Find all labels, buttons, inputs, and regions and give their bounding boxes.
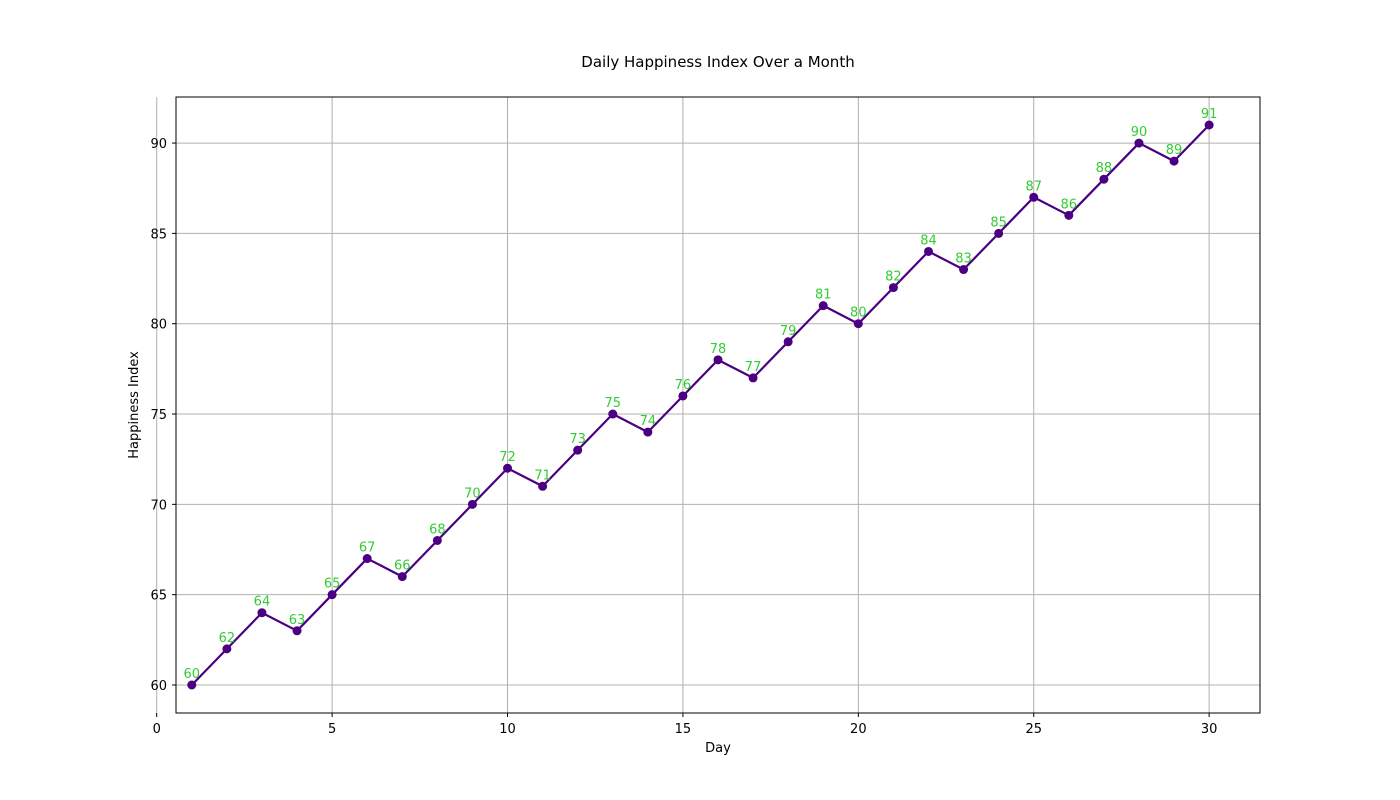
data-point: [608, 409, 618, 419]
data-label: 64: [254, 595, 271, 610]
data-point: [959, 265, 969, 275]
data-point: [783, 337, 793, 347]
y-tick-label: 85: [150, 227, 167, 242]
data-label: 89: [1166, 143, 1183, 158]
x-tick-label: 20: [850, 722, 867, 737]
axis-ticks: 0 5 10 15 20 25 30 60 65 70 75 80 85 90: [150, 137, 1217, 737]
data-label: 65: [324, 577, 341, 592]
data-label: 91: [1201, 107, 1218, 122]
data-point: [327, 590, 337, 600]
data-point: [292, 626, 302, 636]
data-point: [257, 608, 267, 618]
data-label: 82: [885, 270, 902, 285]
data-label: 70: [464, 486, 481, 501]
data-label: 77: [745, 360, 762, 375]
data-point: [1029, 192, 1039, 202]
series-line-group: [190, 124, 1210, 686]
data-points: [187, 120, 1214, 690]
x-tick-label: 25: [1025, 722, 1042, 737]
data-label: 90: [1131, 125, 1148, 140]
data-label: 83: [955, 252, 972, 267]
y-axis-label: Happiness Index: [127, 351, 142, 459]
data-point: [362, 554, 372, 564]
data-point: [397, 572, 407, 582]
y-tick-label: 75: [150, 408, 167, 423]
data-label: 71: [534, 468, 551, 483]
data-point: [187, 680, 197, 690]
data-label: 73: [569, 432, 586, 447]
data-label: 84: [920, 233, 937, 248]
y-tick-label: 70: [150, 498, 167, 513]
data-label: 79: [780, 324, 797, 339]
chart-title: Daily Happiness Index Over a Month: [581, 53, 854, 71]
data-label: 66: [394, 559, 411, 574]
data-label: 67: [359, 541, 376, 556]
data-label: 80: [850, 306, 867, 321]
data-point: [923, 246, 933, 256]
plot-area-frame: [175, 96, 1261, 714]
data-point: [853, 319, 863, 329]
data-point: [1169, 156, 1179, 166]
x-tick-label: 30: [1201, 722, 1218, 737]
y-tick-label: 60: [150, 679, 167, 694]
data-point: [994, 228, 1004, 238]
series-line: [190, 124, 1210, 686]
x-tick-label: 0: [153, 722, 161, 737]
x-tick-label: 10: [499, 722, 516, 737]
data-label: 86: [1061, 197, 1078, 212]
data-label: 68: [429, 522, 446, 537]
data-point: [818, 301, 828, 311]
data-label: 62: [219, 631, 236, 646]
data-point: [573, 445, 583, 455]
y-tick-label: 65: [150, 589, 167, 604]
data-point: [888, 283, 898, 293]
data-label: 88: [1096, 161, 1113, 176]
data-label: 63: [289, 613, 306, 628]
data-point: [678, 391, 688, 401]
data-point: [432, 535, 442, 545]
data-label: 81: [815, 288, 832, 303]
data-label: 78: [710, 342, 727, 357]
x-tick-label: 5: [328, 722, 336, 737]
data-label: 76: [675, 378, 692, 393]
data-point: [1099, 174, 1109, 184]
data-point: [713, 355, 723, 365]
data-point: [467, 499, 477, 509]
x-tick-label: 15: [675, 722, 692, 737]
x-axis-label: Day: [705, 741, 731, 756]
data-point: [1134, 138, 1144, 148]
data-point: [503, 463, 513, 473]
data-label: 85: [990, 215, 1007, 230]
data-point: [538, 481, 548, 491]
data-label: 75: [604, 396, 621, 411]
data-label: 87: [1025, 179, 1042, 194]
data-label: 74: [640, 414, 657, 429]
data-labels: 60 62 64 63 65 67 66 68 70 72 71 73 75 74 76 78 77 79 81 80…: [184, 107, 1218, 682]
data-label: 60: [184, 667, 201, 682]
y-tick-label: 80: [150, 318, 167, 333]
data-point: [643, 427, 653, 437]
y-tick-label: 90: [150, 137, 167, 152]
data-point: [222, 644, 232, 654]
data-point: [748, 373, 758, 383]
data-label: 72: [499, 450, 516, 465]
data-point: [1064, 210, 1074, 220]
data-point: [1204, 120, 1214, 130]
